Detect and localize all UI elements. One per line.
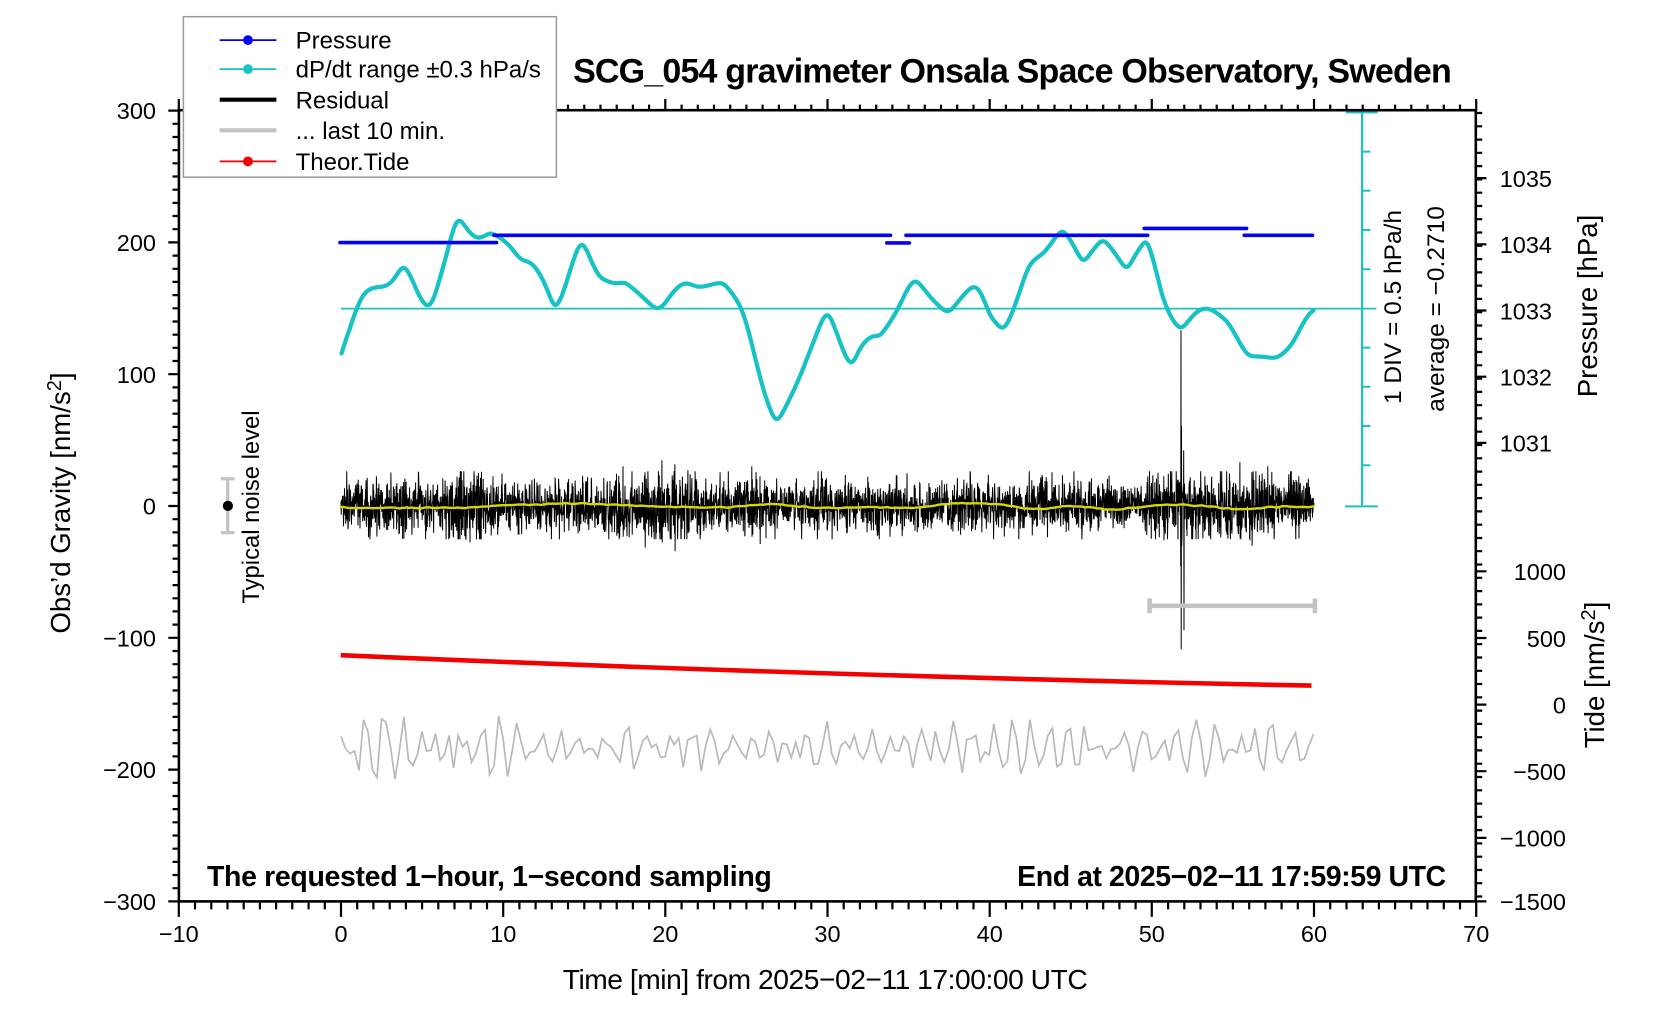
svg-text:Pressure: Pressure [296,28,392,55]
svg-text:70: 70 [1463,921,1489,947]
svg-text:SCG_054 gravimeter Onsala Spac: SCG_054 gravimeter Onsala Space Observat… [573,53,1451,91]
svg-text:−500: −500 [1513,759,1566,785]
svg-text:dP/dt range ±0.3 hPa/s: dP/dt range ±0.3 hPa/s [296,57,541,84]
svg-text:200: 200 [117,230,156,256]
svg-text:30: 30 [814,921,840,947]
svg-text:1035: 1035 [1500,166,1552,192]
svg-text:0: 0 [1553,692,1566,718]
svg-text:Time [min] from 2025−02−11 17:: Time [min] from 2025−02−11 17:00:00 UTC [563,963,1088,995]
svg-text:Obs’d Gravity [nm/s2]: Obs’d Gravity [nm/s2] [44,372,76,633]
svg-text:60: 60 [1301,921,1327,947]
svg-text:−100: −100 [103,625,156,651]
svg-text:Tide [nm/s2]: Tide [nm/s2] [1578,602,1610,749]
svg-text:40: 40 [977,921,1003,947]
svg-text:1034: 1034 [1500,232,1552,258]
svg-text:50: 50 [1139,921,1165,947]
svg-text:1033: 1033 [1500,298,1552,324]
svg-text:500: 500 [1527,626,1566,652]
svg-text:20: 20 [652,921,678,947]
svg-text:10: 10 [490,921,516,947]
svg-text:1031: 1031 [1500,431,1552,457]
svg-text:Typical noise level: Typical noise level [238,410,265,603]
svg-text:0: 0 [143,494,156,520]
svg-text:−10: −10 [159,921,199,947]
svg-text:Pressure [hPa]: Pressure [hPa] [1572,215,1603,398]
svg-text:Theor.Tide: Theor.Tide [296,149,410,176]
svg-text:1032: 1032 [1500,365,1552,391]
svg-text:End at 2025−02−11 17:59:59 UTC: End at 2025−02−11 17:59:59 UTC [1017,861,1446,893]
svg-text:0: 0 [334,921,347,947]
svg-text:−300: −300 [103,889,156,915]
svg-text:−200: −200 [103,757,156,783]
svg-text:average = −0.2710: average = −0.2710 [1423,206,1450,412]
svg-text:−1500: −1500 [1500,889,1566,915]
svg-text:300: 300 [117,98,156,124]
svg-text:Residual: Residual [296,87,389,114]
svg-text:1 DIV = 0.5 hPa/h: 1 DIV = 0.5 hPa/h [1380,210,1407,404]
svg-text:The requested 1−hour, 1−second: The requested 1−hour, 1−second sampling [207,861,771,893]
svg-text:−1000: −1000 [1500,826,1566,852]
svg-text:100: 100 [117,362,156,388]
svg-text:1000: 1000 [1514,559,1566,585]
svg-text:... last 10 min.: ... last 10 min. [296,118,445,145]
